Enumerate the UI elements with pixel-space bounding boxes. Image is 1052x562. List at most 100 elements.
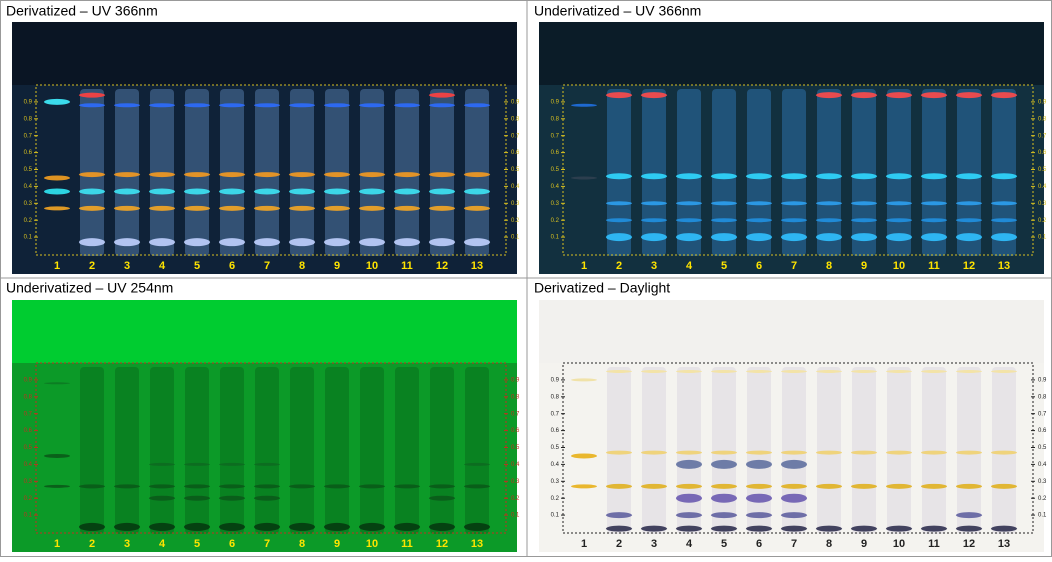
spot (746, 369, 772, 373)
rf-tick-label: 0.8 (1038, 116, 1047, 122)
spot (606, 369, 632, 373)
spot (429, 205, 455, 211)
spot (606, 218, 632, 223)
lane-label: 9 (334, 260, 340, 272)
spot (746, 450, 772, 455)
lane-label: 10 (366, 260, 378, 272)
rf-tick-label: 0.5 (511, 445, 520, 451)
lane-streak (817, 367, 841, 534)
spot (816, 92, 842, 99)
lane-streak (325, 367, 349, 534)
lane-label: 1 (54, 538, 60, 550)
lane-label: 11 (928, 260, 940, 272)
spot (781, 525, 807, 532)
spot (921, 450, 947, 455)
spot (676, 493, 702, 503)
spot (921, 525, 947, 532)
lane-streak (607, 367, 631, 534)
spot (149, 238, 175, 247)
spot (394, 188, 420, 195)
rf-tick-label: 0.6 (1038, 150, 1047, 156)
lane-label: 10 (893, 538, 905, 550)
rf-tick-label: 0.3 (24, 479, 33, 485)
lane-streak (817, 89, 841, 256)
panel-title: Underivatized – UV 366nm (534, 3, 701, 19)
spot (816, 233, 842, 242)
rf-tick-label: 0.7 (24, 411, 33, 417)
spot (114, 188, 140, 195)
spot (816, 369, 842, 373)
rf-tick-label: 0.1 (1038, 513, 1047, 519)
spot (219, 495, 245, 501)
spot (79, 92, 105, 98)
spot (464, 103, 490, 108)
lane-label: 6 (756, 538, 762, 550)
lane-label: 9 (334, 538, 340, 550)
spot (956, 483, 982, 489)
spot (429, 172, 455, 178)
lane-streak (852, 367, 876, 534)
spot (429, 188, 455, 195)
spot (991, 450, 1017, 455)
spot (429, 103, 455, 108)
rf-tick-label: 0.7 (551, 133, 560, 139)
spot (394, 205, 420, 211)
lane-streak (642, 89, 666, 256)
spot (184, 172, 210, 178)
spot (816, 483, 842, 489)
spot (149, 522, 175, 531)
spot (851, 450, 877, 455)
spot (44, 98, 70, 105)
spot (464, 462, 490, 466)
rf-tick-label: 0.1 (551, 235, 560, 241)
rf-tick-label: 0.1 (551, 513, 560, 519)
spot (359, 484, 385, 489)
spot (781, 218, 807, 223)
lane-label: 1 (581, 538, 587, 550)
rf-tick-label: 0.9 (24, 377, 33, 383)
panel-title: Underivatized – UV 254nm (6, 280, 173, 296)
lane-streak (747, 89, 771, 256)
rf-tick-label: 0.8 (24, 394, 33, 400)
spot (184, 484, 210, 489)
rf-tick-label: 0.5 (511, 167, 520, 173)
spot (254, 462, 280, 466)
lane-streak (747, 367, 771, 534)
rf-tick-label: 0.9 (511, 377, 520, 383)
spot (571, 484, 597, 489)
rf-tick-label: 0.9 (551, 377, 560, 383)
spot (254, 172, 280, 178)
lane-label: 2 (616, 538, 622, 550)
spot (781, 201, 807, 206)
spot (641, 233, 667, 242)
rf-tick-label: 0.5 (551, 167, 560, 173)
spot (429, 238, 455, 247)
spot (464, 522, 490, 531)
spot (254, 103, 280, 108)
lane-label: 11 (401, 538, 413, 550)
spot (711, 483, 737, 489)
rf-tick-label: 0.1 (511, 235, 520, 241)
panel-title: Derivatized – UV 366nm (6, 3, 158, 19)
spot (711, 369, 737, 373)
rf-tick-label: 0.5 (24, 167, 33, 173)
spot (991, 218, 1017, 223)
rf-tick-label: 0.4 (24, 462, 33, 468)
spot (991, 173, 1017, 180)
lane-label: 5 (194, 260, 200, 272)
spot (464, 238, 490, 247)
spot (746, 512, 772, 519)
spot (991, 483, 1017, 489)
spot (114, 172, 140, 178)
spot (851, 92, 877, 99)
rf-tick-label: 0.6 (511, 150, 520, 156)
spot (816, 218, 842, 223)
spot (429, 92, 455, 98)
spot (711, 450, 737, 455)
spot (359, 522, 385, 531)
spot (254, 238, 280, 247)
spot (886, 525, 912, 532)
spot (676, 233, 702, 242)
spot (44, 382, 70, 385)
